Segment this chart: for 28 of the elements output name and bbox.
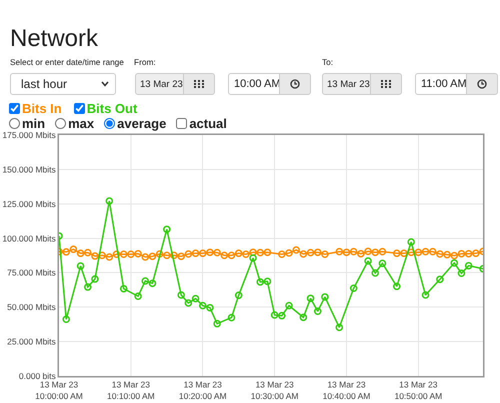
y-tick-label: 175.000 Mbits bbox=[2, 130, 56, 140]
chart-title: Network bbox=[10, 25, 98, 53]
y-tick-label: 75.000 Mbits bbox=[7, 268, 56, 278]
x-tick-label: 13 Mar 23 10:40:00 AM bbox=[322, 380, 370, 401]
text: average bbox=[117, 116, 166, 131]
x-tick-label: 13 Mar 23 10:20:00 AM bbox=[178, 380, 227, 401]
text: last hour bbox=[21, 77, 68, 91]
x-tick-label: 13 Mar 23 10:00:00 AM bbox=[35, 380, 83, 401]
x-tick-label: 13 Mar 23 10:10:00 AM bbox=[106, 380, 155, 401]
text: max bbox=[68, 116, 94, 131]
text: From: bbox=[134, 57, 156, 67]
y-tick-label: 0.000 bits bbox=[18, 370, 56, 381]
text: min bbox=[22, 116, 46, 131]
text: 13 Mar 23 bbox=[327, 78, 370, 90]
text: 11:00 AM bbox=[421, 78, 467, 90]
y-tick-label: 50.000 Mbits bbox=[7, 302, 56, 312]
text: Bits Out bbox=[86, 101, 138, 116]
text: 13 Mar 23 bbox=[140, 78, 183, 90]
y-tick-label: 25.000 Mbits bbox=[7, 336, 56, 347]
y-tick-label: 125.000 Mbits bbox=[2, 198, 56, 209]
text: To: bbox=[322, 57, 334, 67]
text: Bits In bbox=[22, 101, 62, 116]
text: actual bbox=[189, 116, 227, 131]
x-tick-label: 13 Mar 23 10:30:00 AM bbox=[250, 380, 298, 401]
x-tick-label: 13 Mar 23 10:50:00 AM bbox=[394, 380, 442, 401]
text: Select or enter date/time range bbox=[10, 57, 124, 67]
y-tick-label: 100.000 Mbits bbox=[2, 233, 56, 244]
y-tick-label: 150.000 Mbits bbox=[2, 164, 56, 174]
